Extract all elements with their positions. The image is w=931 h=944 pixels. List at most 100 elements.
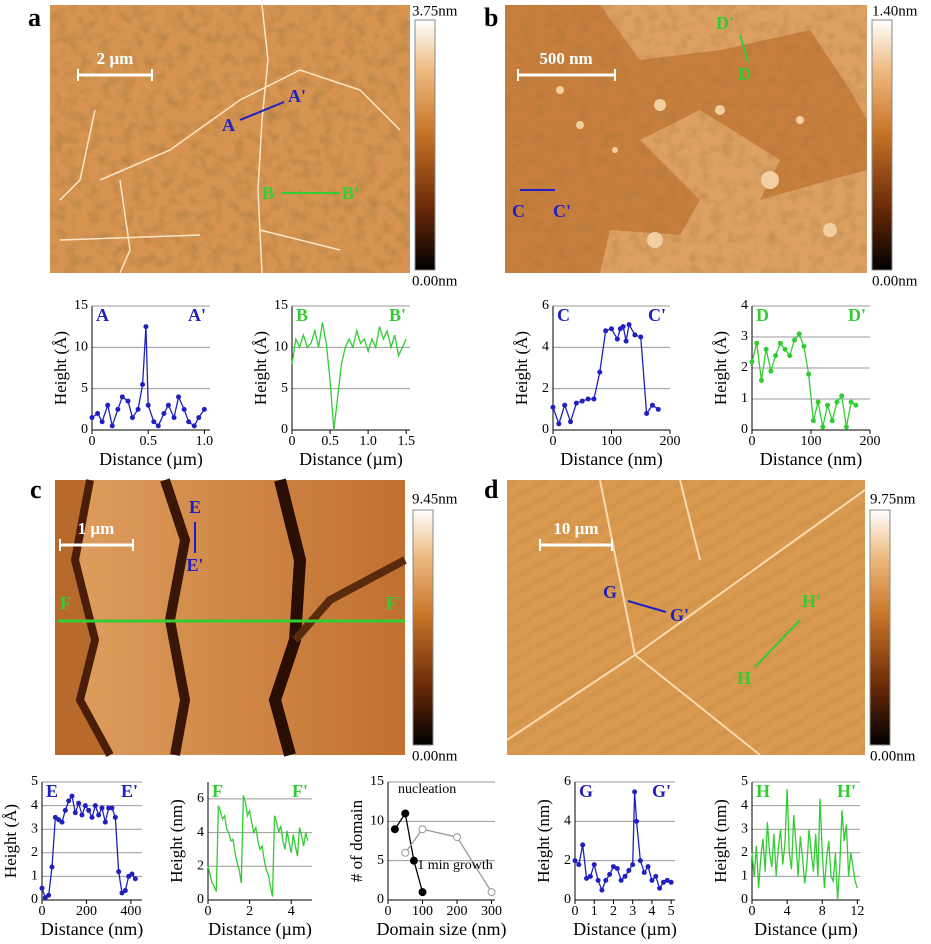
x-tick-label: 5 [668,904,675,919]
x-tick-label: 2 [246,904,253,919]
point [777,340,783,346]
y-tick-label: 10 [370,814,384,829]
point [782,346,788,352]
y-tick-label: 3 [741,329,748,344]
point [72,810,78,816]
annotation: F [212,781,223,801]
point [161,410,167,416]
point [614,336,620,342]
y-tick-label: 10 [74,340,88,355]
point [95,410,101,416]
colorbar-min: 0.00nm [412,273,458,289]
x-tick-label: 200 [660,434,681,449]
scale-label: 1 µm [78,519,115,538]
point [763,346,769,352]
marker-label: B [262,183,274,203]
x-axis-label: Distance (µm) [208,919,312,940]
y-tick-label: 1 [741,869,748,884]
point [825,402,831,408]
y-axis-label: Height (nm) [167,799,186,883]
point [562,402,568,408]
point [66,798,72,804]
series-name: 1 min growth [417,858,492,873]
series-line [751,789,858,901]
point [644,410,650,416]
annotation: G [579,781,593,801]
point [634,818,640,824]
series-name: nucleation [398,782,456,797]
point [116,869,122,875]
point [641,869,647,875]
point [655,406,661,412]
y-tick-label: 5 [377,853,384,868]
point [754,340,760,346]
y-tick-label: 2 [542,381,549,396]
annotation: A [96,305,109,325]
scale-label: 2 µm [97,49,134,68]
marker-label: G' [670,605,689,625]
point [109,423,115,429]
point [401,848,410,857]
y-tick-label: 2 [741,845,748,860]
series-line [207,795,309,897]
point [52,814,58,820]
point [69,793,75,799]
colorbar-max: 3.75nm [412,3,458,19]
point [649,402,655,408]
point [591,862,597,868]
point [585,396,591,402]
x-tick-label: 0 [385,904,392,919]
point [587,873,593,879]
x-tick-label: 100 [801,434,822,449]
x-tick-label: 0 [205,904,212,919]
point [96,812,102,818]
point [143,324,149,330]
point [112,814,118,820]
point [649,877,655,883]
point [632,789,638,795]
point [126,873,132,879]
x-tick-label: 200 [447,904,468,919]
profile-line [627,600,667,613]
annotation: A' [188,305,206,325]
point [409,856,418,865]
marker-label: F [60,593,71,613]
marker-label: A' [288,86,306,106]
x-tick-label: 100 [412,904,433,919]
point [572,858,578,864]
y-axis-label: Height (Å) [1,804,20,878]
x-tick-label: 400 [120,904,141,919]
x-tick-label: 0 [89,434,96,449]
x-tick-label: 300 [481,904,502,919]
y-axis-label: Height (Å) [711,331,730,405]
colorbar [414,19,436,271]
y-tick-label: 6 [197,791,204,806]
point [773,353,779,359]
y-tick-label: 2 [197,859,204,874]
x-axis-label: Distance (µm) [299,449,403,470]
colorbar [869,509,891,746]
point [129,415,135,421]
x-tick-label: 0 [749,434,756,449]
y-tick-label: 5 [281,381,288,396]
point [815,399,821,405]
point [122,888,128,894]
colorbar-max: 9.45nm [412,491,458,507]
annotation: G' [652,781,671,801]
point [848,399,854,405]
x-tick-label: 0.5 [321,434,339,449]
afm-image [55,480,405,755]
point [568,419,574,425]
point [140,382,146,388]
x-tick-label: 0 [550,434,557,449]
point [591,396,597,402]
annotation: B' [389,305,406,325]
profile-line [739,34,749,63]
panel-letter: b [484,3,498,32]
point [62,807,68,813]
y-tick-label: 0 [741,422,748,437]
marker-label: D [738,64,751,84]
colorbar-max: 1.40nm [872,3,918,19]
point [165,402,171,408]
point [829,418,835,424]
